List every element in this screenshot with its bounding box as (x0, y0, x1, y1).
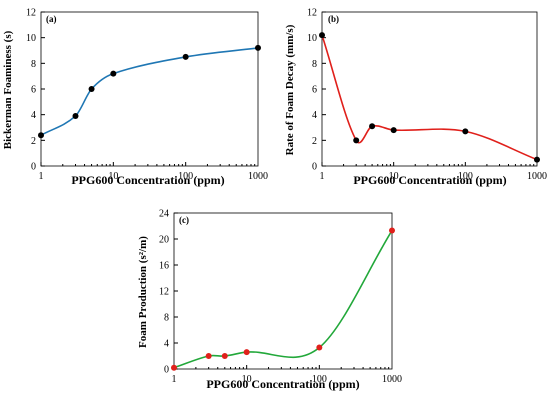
data-point (171, 364, 177, 371)
y-tick-label: 4 (164, 339, 169, 350)
data-point (255, 44, 261, 51)
data-point (110, 70, 117, 77)
y-tick-label: 12 (159, 287, 169, 298)
y-tick-label: 8 (312, 59, 317, 70)
x-tick-label: 10 (242, 374, 252, 385)
y-tick-label: 8 (31, 59, 36, 70)
y-tick-label: 6 (312, 85, 317, 96)
y-tick-label: 12 (307, 8, 317, 19)
y-axis-label: Foam Production (s²/m) (137, 236, 149, 348)
x-tick-label: 100 (178, 171, 193, 182)
x-tick-label: 1000 (382, 374, 402, 385)
y-tick-label: 6 (31, 85, 36, 96)
chart-panel-1: 0 2 4 6 8 10 12 1 10 100 1000 PPG600 Concentration … (2, 8, 268, 188)
data-point (390, 127, 397, 134)
x-axis-label: PPG600 Concentration (ppm) (206, 377, 359, 391)
y-tick-label: 10 (26, 33, 36, 44)
data-point (182, 53, 189, 60)
x-tick-label: 10 (389, 171, 399, 182)
data-point (221, 353, 228, 359)
chart-panel-3: 0 4 8 12 16 20 24 1 10 100 1000 PPG600 Concentratio… (137, 209, 402, 392)
data-point (316, 344, 323, 351)
y-tick-label: 2 (312, 136, 317, 147)
panel-label: (a) (46, 14, 57, 24)
panel-label: (c) (179, 215, 189, 225)
chart-panel-2: 0 2 4 6 8 10 12 1 10 100 1000 PPG600 Concentration … (284, 8, 547, 188)
y-tick-label: 20 (159, 235, 169, 246)
y-axis-label: Bickerman Foaminess (s) (2, 30, 14, 149)
y-tick-label: 4 (31, 110, 36, 121)
x-axis-label: PPG600 Concentration (ppm) (71, 173, 224, 187)
y-axis-label: Rate of Foam Decay (mm/s) (284, 24, 296, 155)
y-tick-label: 24 (159, 209, 169, 220)
series-line (40, 47, 259, 136)
y-tick-label: 2 (31, 136, 36, 147)
data-point (369, 123, 376, 130)
data-point (319, 32, 325, 39)
data-point (38, 132, 44, 139)
y-tick-label: 8 (164, 313, 169, 324)
x-tick-label: 1 (39, 171, 44, 182)
series-line (173, 230, 393, 369)
data-point (88, 86, 95, 92)
series-line (321, 34, 538, 161)
y-tick-label: 0 (31, 162, 36, 173)
panel-label: (b) (328, 14, 339, 24)
x-tick-label: 1 (172, 374, 177, 385)
x-tick-label: 100 (312, 374, 327, 385)
data-point (534, 156, 540, 163)
y-tick-label: 12 (26, 8, 36, 19)
y-tick-label: 4 (312, 110, 317, 121)
data-point (243, 349, 250, 356)
x-axis-label: PPG600 Concentration (ppm) (353, 173, 506, 187)
y-tick-label: 0 (312, 162, 317, 173)
x-tick-label: 1000 (527, 171, 547, 182)
data-point (72, 112, 79, 119)
y-tick-label: 0 (164, 365, 169, 376)
data-point (353, 137, 360, 144)
y-tick-label: 16 (159, 261, 169, 272)
data-point (389, 227, 395, 234)
x-tick-label: 1000 (248, 171, 268, 182)
data-point (462, 128, 469, 135)
data-point (205, 353, 212, 359)
plot-frame (40, 11, 259, 167)
y-tick-label: 10 (307, 33, 317, 44)
plot-frame (321, 11, 538, 167)
x-tick-label: 1 (320, 171, 325, 182)
x-tick-label: 10 (108, 171, 118, 182)
x-tick-label: 100 (458, 171, 473, 182)
